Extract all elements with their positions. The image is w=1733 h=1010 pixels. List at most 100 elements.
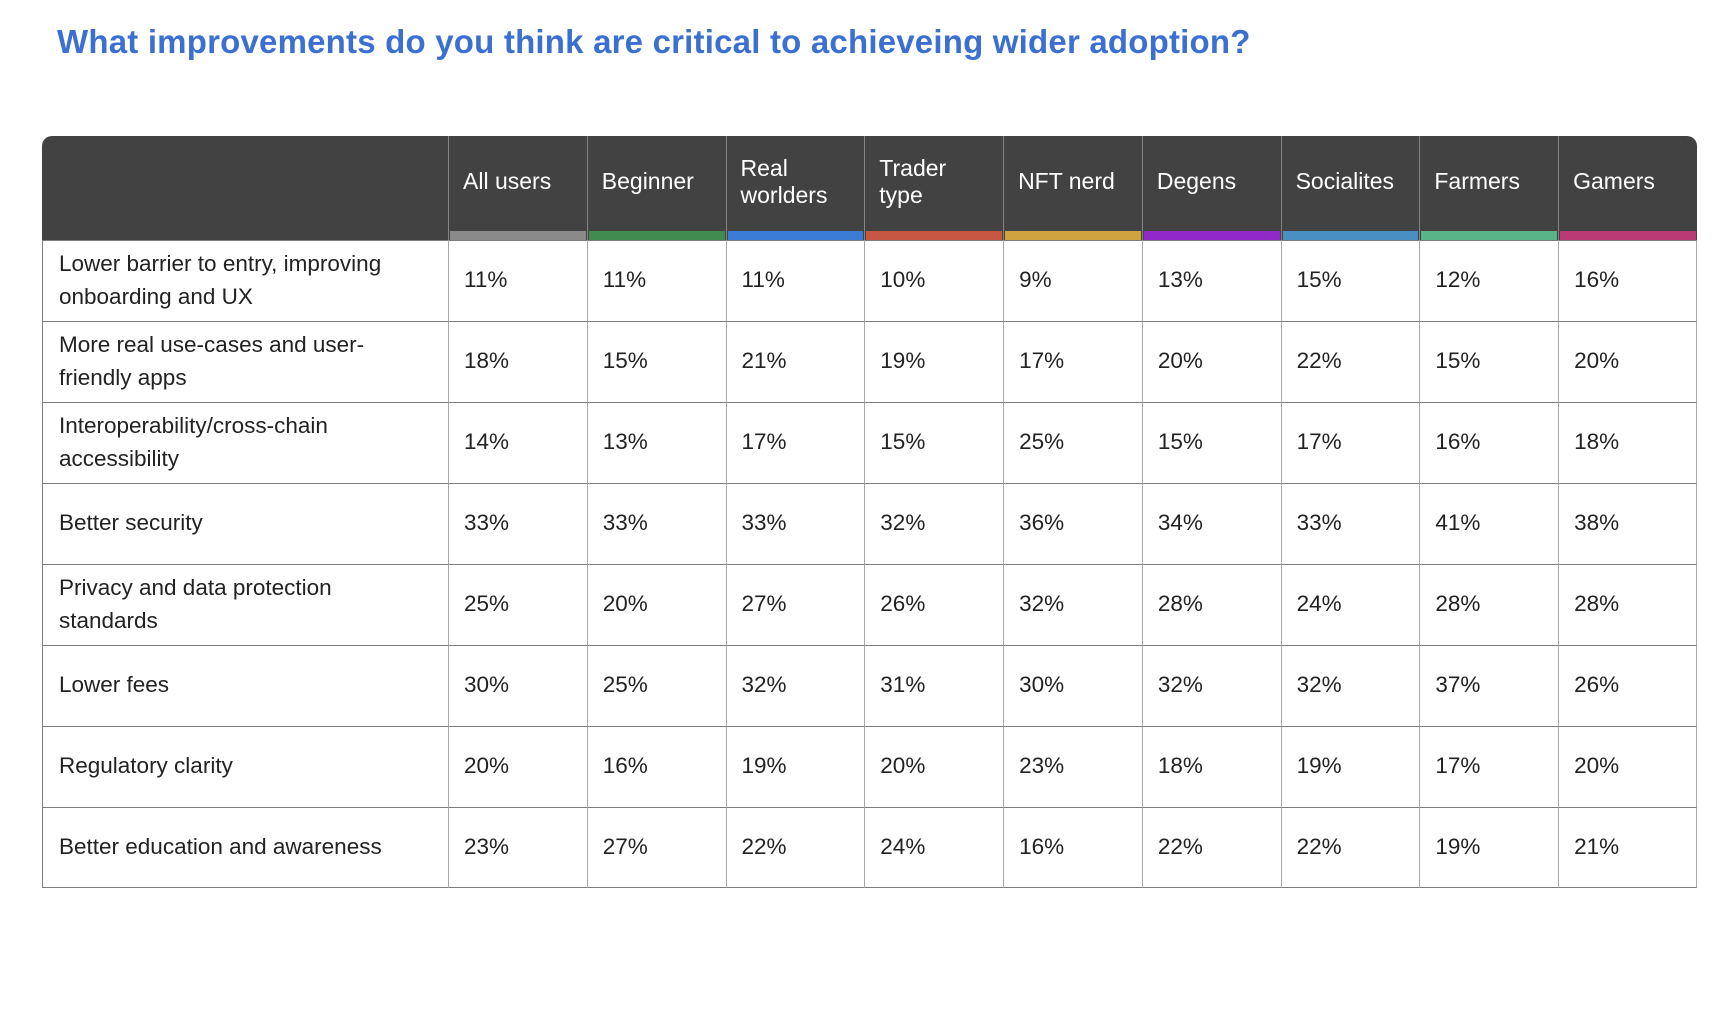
cell-value: 14% (448, 401, 587, 483)
column-header-real-worlders: Real worlders (725, 135, 865, 240)
cell-value: 28% (1558, 563, 1697, 645)
table-row: More real use-cases and user-friendly ap… (42, 320, 1697, 402)
cell-value: 23% (448, 806, 587, 888)
cell-value: 24% (864, 806, 1004, 888)
cell-value: 15% (864, 401, 1004, 483)
survey-results-table: All users Beginner Real worlders Trader … (42, 135, 1697, 888)
table-row: Privacy and data protection standards 25… (42, 563, 1697, 645)
cell-value: 9% (1003, 239, 1142, 321)
column-color-bar (1421, 230, 1558, 240)
cell-value: 21% (725, 320, 865, 402)
cell-value: 18% (1558, 401, 1697, 483)
column-header-all-users: All users (448, 135, 587, 240)
cell-value: 11% (448, 239, 587, 321)
cell-value: 20% (586, 563, 726, 645)
cell-value: 33% (448, 482, 587, 564)
cell-value: 18% (1141, 725, 1281, 807)
column-label: Gamers (1573, 168, 1655, 195)
cell-value: 26% (864, 563, 1004, 645)
cell-value: 11% (586, 239, 726, 321)
column-label: Trader type (879, 154, 947, 208)
column-label: Farmers (1434, 168, 1520, 195)
column-header-farmers: Farmers (1419, 135, 1559, 240)
cell-value: 37% (1419, 644, 1559, 726)
cell-value: 19% (864, 320, 1004, 402)
cell-value: 25% (448, 563, 587, 645)
cell-value: 28% (1419, 563, 1559, 645)
column-color-bar (1282, 230, 1419, 240)
cell-value: 32% (725, 644, 865, 726)
table-row: Regulatory clarity 20% 16% 19% 20% 23% 1… (42, 725, 1697, 807)
cell-value: 17% (1419, 725, 1559, 807)
cell-value: 18% (448, 320, 587, 402)
column-label: Degens (1156, 168, 1237, 195)
row-label: Lower barrier to entry, improving onboar… (42, 239, 448, 321)
column-header-gamers: Gamers (1558, 135, 1697, 240)
cell-value: 16% (586, 725, 726, 807)
column-header-socialites: Socialites (1280, 135, 1420, 240)
cell-value: 20% (1558, 725, 1697, 807)
cell-value: 20% (448, 725, 587, 807)
column-color-bar (1560, 230, 1696, 240)
column-color-bar (588, 230, 725, 240)
column-label: Socialites (1295, 168, 1395, 195)
cell-value: 27% (586, 806, 726, 888)
cell-value: 22% (1141, 806, 1281, 888)
corner-cell (42, 135, 448, 240)
cell-value: 33% (725, 482, 865, 564)
page-title: What improvements do you think are criti… (57, 23, 1251, 60)
cell-value: 15% (1419, 320, 1559, 402)
table-row: Lower fees 30% 25% 32% 31% 30% 32% 32% 3… (42, 644, 1697, 726)
cell-value: 38% (1558, 482, 1697, 564)
row-label: Interoperability/cross-chain accessibili… (42, 401, 448, 483)
cell-value: 24% (1280, 563, 1420, 645)
cell-value: 12% (1419, 239, 1559, 321)
row-label: Better security (42, 482, 448, 564)
cell-value: 15% (586, 320, 726, 402)
cell-value: 33% (586, 482, 726, 564)
column-header-trader-type: Trader type (864, 135, 1004, 240)
cell-value: 31% (864, 644, 1004, 726)
table-row: Lower barrier to entry, improving onboar… (42, 239, 1697, 321)
cell-value: 13% (586, 401, 726, 483)
row-label: Lower fees (42, 644, 448, 726)
cell-value: 30% (1003, 644, 1142, 726)
column-header-nft-nerd: NFT nerd (1003, 135, 1142, 240)
column-label: Beginner (601, 168, 694, 195)
table-body: Lower barrier to entry, improving onboar… (42, 239, 1697, 888)
cell-value: 19% (1419, 806, 1559, 888)
cell-value: 10% (864, 239, 1004, 321)
column-color-bar (1143, 230, 1280, 240)
cell-value: 32% (1280, 644, 1420, 726)
column-header-degens: Degens (1141, 135, 1281, 240)
cell-value: 17% (1280, 401, 1420, 483)
row-label: Regulatory clarity (42, 725, 448, 807)
cell-value: 17% (1003, 320, 1142, 402)
cell-value: 11% (725, 239, 865, 321)
cell-value: 28% (1141, 563, 1281, 645)
column-color-bar (727, 230, 864, 240)
cell-value: 33% (1280, 482, 1420, 564)
cell-value: 20% (864, 725, 1004, 807)
column-label: NFT nerd (1018, 168, 1115, 195)
cell-value: 22% (1280, 320, 1420, 402)
table-row: Better security 33% 33% 33% 32% 36% 34% … (42, 482, 1697, 564)
column-header-beginner: Beginner (586, 135, 726, 240)
row-label: More real use-cases and user-friendly ap… (42, 320, 448, 402)
cell-value: 16% (1419, 401, 1559, 483)
column-label: All users (463, 168, 552, 195)
cell-value: 21% (1558, 806, 1697, 888)
cell-value: 25% (1003, 401, 1142, 483)
column-color-bar (1005, 230, 1141, 240)
row-label: Better education and awareness (42, 806, 448, 888)
cell-value: 25% (586, 644, 726, 726)
column-label: Real worlders (740, 154, 828, 208)
cell-value: 16% (1003, 806, 1142, 888)
cell-value: 19% (725, 725, 865, 807)
column-color-bar (866, 230, 1003, 240)
cell-value: 23% (1003, 725, 1142, 807)
table-row: Better education and awareness 23% 27% 2… (42, 806, 1697, 888)
cell-value: 32% (1003, 563, 1142, 645)
cell-value: 19% (1280, 725, 1420, 807)
